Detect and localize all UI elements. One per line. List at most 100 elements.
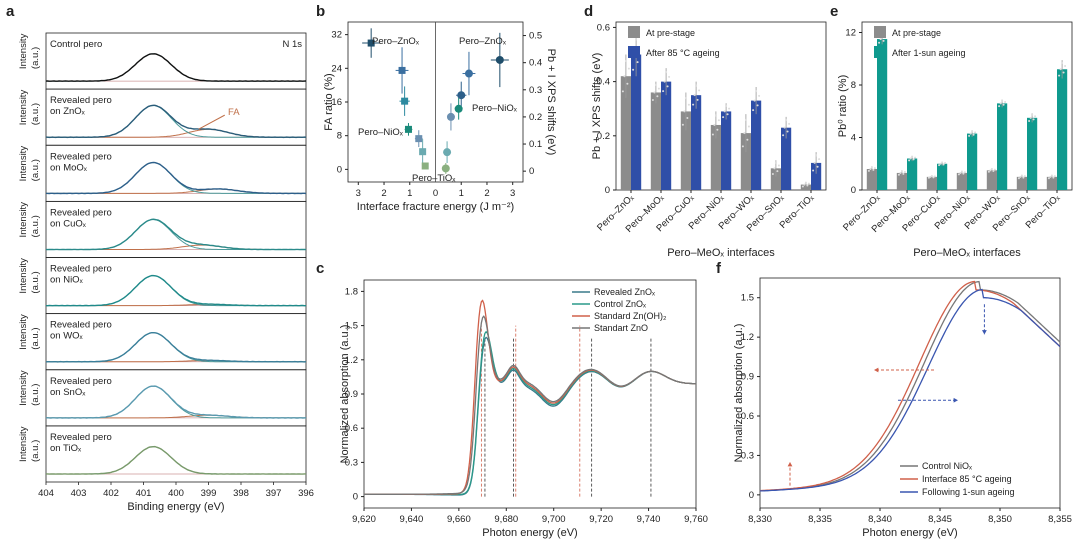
data-dot: [782, 134, 785, 137]
y-tick-label: 1.2: [741, 332, 754, 343]
data-dot: [746, 138, 749, 141]
y-tick-label-right: 0.4: [529, 58, 542, 69]
panel-d-bar-chart: 00.20.40.6Pb + I XPS shifts (eV)Pero–ZnO…: [591, 21, 827, 259]
fit-component: [46, 332, 306, 363]
bar: [877, 39, 888, 190]
data-dot: [695, 84, 698, 87]
bar: [986, 170, 997, 190]
x-tick-label: 402: [103, 488, 119, 499]
data-dot: [686, 117, 689, 120]
x-tick-label: 401: [136, 488, 152, 499]
x-tick-label: 9,700: [542, 514, 566, 525]
data-dot: [914, 156, 917, 159]
bar: [650, 92, 661, 190]
ylabel-intensity: Intensity: [18, 90, 29, 126]
subpanel-label: on SnOₓ: [50, 387, 86, 398]
data-dot: [653, 91, 656, 94]
xanes-ni-line: [760, 288, 1061, 492]
data-dot: [1034, 115, 1037, 118]
bar: [956, 172, 967, 190]
panel-letter-e: e: [830, 3, 838, 20]
data-dot: [776, 170, 779, 173]
data-dot: [1001, 99, 1004, 102]
fit-component: [46, 446, 306, 475]
data-dot: [681, 123, 684, 126]
bar: [620, 76, 631, 190]
data-dot: [971, 130, 974, 133]
data-dot: [771, 173, 774, 176]
data-dot: [684, 97, 687, 100]
data-dot: [666, 85, 669, 88]
data-dot: [627, 67, 630, 70]
data-dot: [804, 181, 807, 184]
y-tick-label-left: 16: [331, 97, 342, 108]
ylabel-au: (a.u.): [30, 103, 41, 125]
data-dot: [1029, 116, 1032, 119]
data-dot: [992, 170, 995, 173]
y-tick-label: 0: [749, 490, 754, 501]
data-dot: [1028, 120, 1031, 123]
y-tick-label: 0.6: [345, 423, 358, 434]
data-dot: [909, 157, 912, 160]
xps-spectrum: [45, 218, 307, 251]
data-dot: [623, 75, 626, 78]
data-dot: [1058, 74, 1061, 77]
y-tick-label-right: 0.1: [529, 139, 542, 150]
data-dot: [897, 173, 900, 176]
data-dot: [683, 110, 686, 113]
xps-shift-marker: [457, 91, 466, 100]
y-tick-label: 1.5: [741, 293, 754, 304]
shift-arrow-right-head: [953, 397, 958, 403]
ylabel-au: (a.u.): [30, 215, 41, 237]
bar: [751, 100, 762, 190]
xanes-line: [364, 336, 697, 496]
subpanel-label: Revealed pero: [50, 151, 112, 162]
y-tick-label: 1.5: [345, 321, 358, 332]
legend-label: After 85 °C ageing: [646, 48, 720, 58]
x-tick-label: 9,620: [352, 514, 376, 525]
y-tick-label-left: 8: [337, 131, 342, 142]
panel-letter-b: b: [316, 3, 325, 20]
data-dot: [963, 171, 966, 174]
x-tick-label: 8,355: [1048, 514, 1072, 525]
data-dot: [989, 169, 992, 172]
y-tick-label-left: 24: [331, 63, 342, 74]
data-dot: [972, 133, 975, 136]
legend-label: Following 1-sun ageing: [922, 487, 1015, 497]
y-tick-label-left: 32: [331, 30, 342, 41]
bar: [1016, 176, 1027, 190]
data-dot: [969, 132, 972, 135]
label-pero-niox-right: Pero–NiOₓ: [472, 103, 518, 114]
bar: [997, 103, 1008, 190]
subpanel-label: Revealed pero: [50, 207, 112, 218]
y-tick-label: 0.2: [597, 131, 610, 142]
data-dot: [818, 158, 821, 161]
data-dot: [632, 68, 635, 71]
legend-swatch: [628, 26, 640, 38]
data-dot: [806, 184, 809, 187]
data-dot: [1019, 175, 1022, 178]
data-dot: [753, 99, 756, 102]
data-dot: [713, 123, 716, 126]
core-level-label: N 1s: [282, 39, 302, 50]
x-tick-label: 397: [266, 488, 282, 499]
drop-arrow-down-head: [982, 330, 987, 335]
legend-label: After 1-sun ageing: [892, 48, 966, 58]
data-dot: [785, 119, 788, 122]
data-dot: [944, 162, 947, 165]
fa-annotation: FA: [228, 107, 240, 118]
bar: [896, 172, 907, 190]
bar: [770, 168, 781, 190]
xps-spectrum: [46, 445, 306, 475]
panel-f-xanes-ni: 8,330 8,335 8,340 8,345 8,350 8,355 0 0.3 0.6 0.9…: [733, 277, 1072, 539]
panel-letter-d: d: [584, 3, 593, 20]
data-dot: [942, 163, 945, 166]
legend-label: At pre-stage: [892, 28, 941, 38]
subpanel-label: Revealed pero: [50, 376, 112, 387]
data-dot: [755, 90, 758, 93]
data-dot: [722, 116, 725, 119]
panel-letter-c: c: [316, 260, 324, 277]
x-axis-label: Photon energy (eV): [862, 527, 957, 539]
data-dot: [656, 95, 659, 98]
